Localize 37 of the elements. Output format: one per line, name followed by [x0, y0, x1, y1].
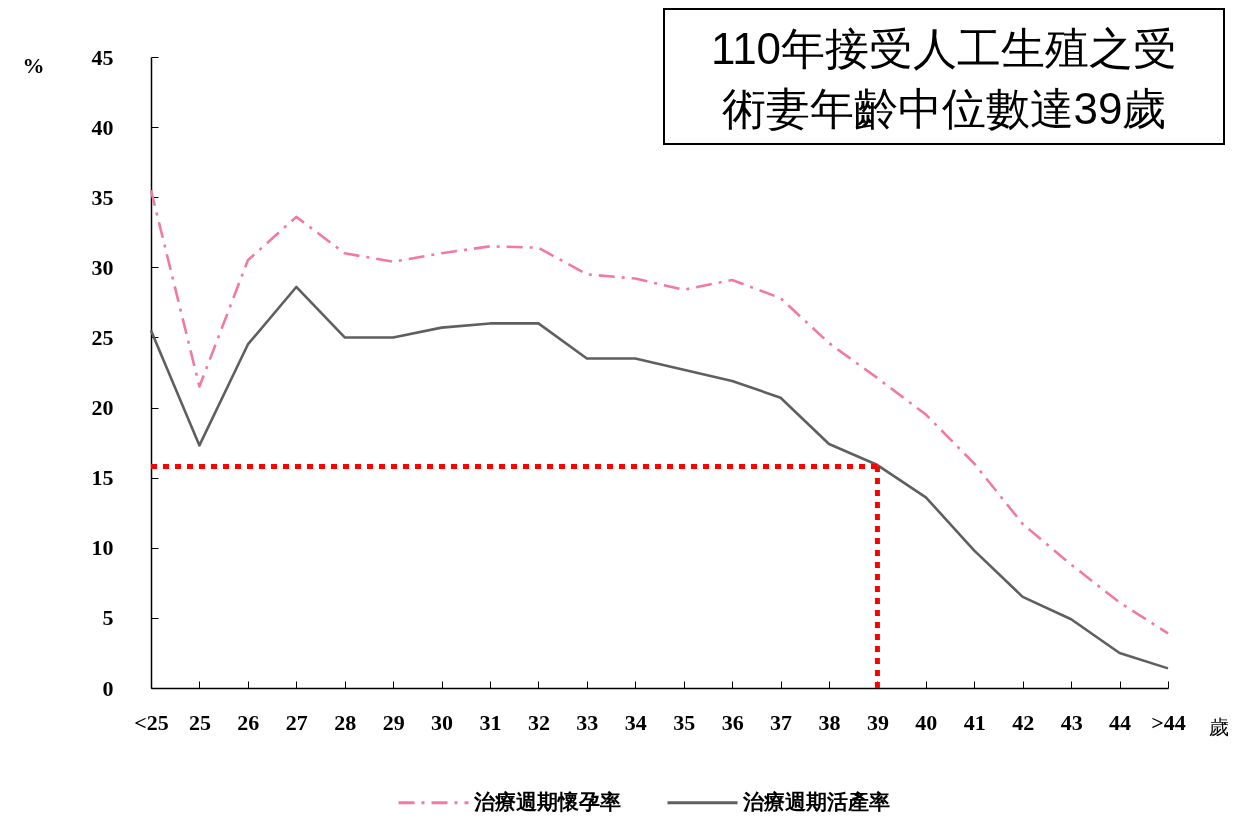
x-tick-label: 35	[673, 709, 696, 735]
x-tick-label: 41	[963, 709, 986, 735]
x-tick-label: 30	[431, 709, 454, 735]
y-tick-label: 0	[102, 675, 114, 701]
x-tick-label: 26	[237, 709, 260, 735]
x-tick-label: 44	[1109, 709, 1132, 735]
x-tick-label: 37	[770, 709, 793, 735]
x-tick-label: 31	[479, 709, 502, 735]
y-axis-title: %	[22, 52, 45, 78]
x-tick-label: 39	[866, 709, 889, 735]
y-tick-label: 35	[91, 184, 114, 210]
x-axis-title: 歲	[1208, 715, 1229, 738]
legend-label: 治療週期活產率	[742, 789, 890, 814]
y-tick-label: 10	[91, 535, 114, 561]
y-tick-label: 25	[91, 324, 114, 350]
x-tick-label: 36	[721, 709, 744, 735]
x-tick-label: 28	[334, 709, 357, 735]
x-tick-label: 43	[1060, 709, 1083, 735]
x-tick-label: >44	[1151, 709, 1186, 735]
y-tick-label: 15	[91, 465, 114, 491]
y-tick-label: 45	[91, 44, 114, 70]
y-tick-label: 30	[91, 254, 114, 280]
x-tick-label: 29	[382, 709, 405, 735]
x-tick-label: <25	[134, 709, 169, 735]
y-tick-label: 5	[102, 605, 114, 631]
y-tick-label: 40	[91, 114, 114, 140]
x-tick-label: 33	[576, 709, 599, 735]
y-tick-label: 20	[91, 395, 114, 421]
x-tick-label: 34	[624, 709, 647, 735]
x-tick-label: 38	[818, 709, 841, 735]
x-tick-label: 40	[915, 709, 938, 735]
x-tick-label: 25	[188, 709, 211, 735]
legend-label: 治療週期懷孕率	[473, 789, 621, 814]
x-tick-label: 32	[527, 709, 550, 735]
x-tick-label: 42	[1012, 709, 1035, 735]
annotation: 110年接受人工生殖之受術妻年齡中位數達39歲	[709, 23, 1179, 135]
x-tick-label: 27	[285, 709, 308, 735]
